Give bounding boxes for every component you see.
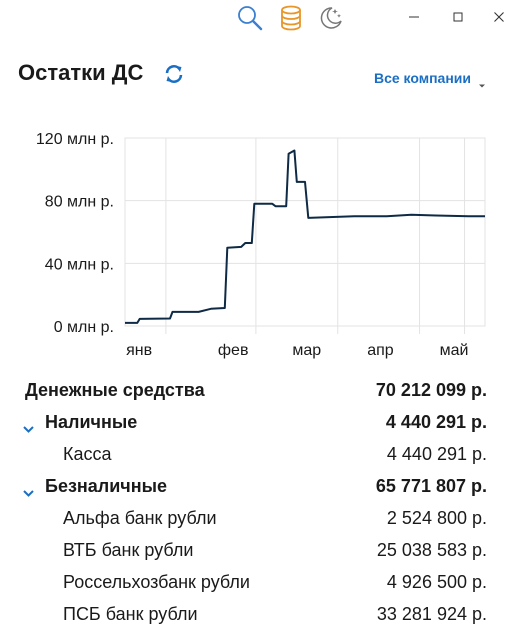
group-value: 65 771 807 р. — [375, 476, 487, 496]
minimize-icon[interactable] — [404, 8, 424, 26]
group-label: Наличные — [45, 412, 138, 432]
item-label: Альфа банк рубли — [63, 508, 217, 528]
total-value: 70 212 099 р. — [375, 380, 487, 400]
item-value: 25 038 583 р. — [376, 540, 487, 560]
total-row: Денежные средства 70 212 099 р. — [0, 375, 521, 405]
company-selector[interactable]: Все компании — [373, 70, 471, 86]
list-item[interactable]: Россельхозбанк рубли 4 926 500 р. — [0, 567, 521, 597]
close-icon[interactable] — [489, 8, 509, 26]
group-label: Безналичные — [45, 476, 167, 496]
y-tick-label: 0 млн р. — [54, 319, 114, 336]
chevron-down-icon[interactable] — [478, 76, 486, 88]
group-value: 4 440 291 р. — [385, 412, 487, 432]
item-label: ПСБ банк рубли — [63, 604, 198, 624]
database-icon[interactable] — [277, 4, 305, 32]
chevron-down-icon[interactable] — [23, 420, 34, 433]
chevron-down-icon[interactable] — [23, 484, 34, 497]
night-mode-icon[interactable] — [316, 4, 344, 32]
x-tick-label: мар — [292, 342, 321, 359]
item-label: Россельхозбанк рубли — [63, 572, 250, 592]
plot-frame — [124, 137, 486, 327]
list-item[interactable]: Касса 4 440 291 р. — [0, 439, 521, 469]
series-line — [125, 149, 485, 324]
x-tick-label: янв — [126, 342, 152, 359]
item-label: Касса — [63, 444, 112, 464]
group-row-cash[interactable]: Наличные 4 440 291 р. — [0, 407, 521, 437]
balance-line-chart: 0 млн р. 40 млн р. 80 млн р. 120 млн р. янв ф… — [36, 131, 486, 359]
search-icon[interactable] — [236, 4, 264, 32]
x-tick-label: май — [440, 342, 469, 359]
page-title: Остатки ДС — [18, 60, 144, 85]
item-value: 4 440 291 р. — [386, 444, 487, 464]
refresh-icon[interactable] — [163, 63, 185, 85]
list-item[interactable]: Альфа банк рубли 2 524 800 р. — [0, 503, 521, 533]
y-tick-label: 120 млн р. — [36, 131, 114, 148]
item-value: 4 926 500 р. — [386, 572, 487, 592]
list-item[interactable]: ПСБ банк рубли 33 281 924 р. — [0, 599, 521, 629]
total-label: Денежные средства — [25, 380, 205, 400]
y-tick-label: 40 млн р. — [45, 256, 114, 273]
group-row-noncash[interactable]: Безналичные 65 771 807 р. — [0, 471, 521, 501]
item-label: ВТБ банк рубли — [63, 540, 194, 560]
list-item[interactable]: ВТБ банк рубли 25 038 583 р. — [0, 535, 521, 565]
window-title-bar — [0, 0, 521, 36]
maximize-icon[interactable] — [448, 8, 468, 26]
y-tick-label: 80 млн р. — [45, 194, 114, 211]
x-tick-label: фев — [218, 342, 249, 359]
x-tick-label: апр — [367, 342, 394, 359]
item-value: 2 524 800 р. — [386, 508, 487, 528]
item-value: 33 281 924 р. — [376, 604, 487, 624]
